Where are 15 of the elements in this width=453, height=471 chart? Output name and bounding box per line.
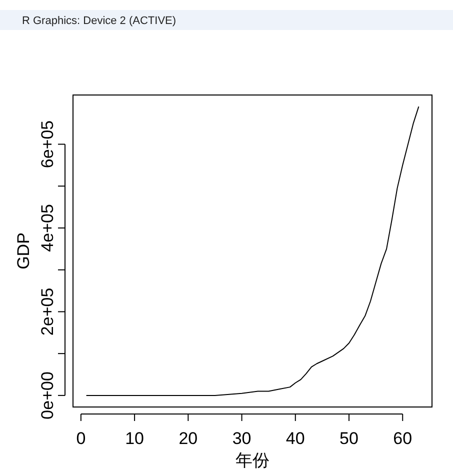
x-tick-label: 10 <box>125 429 144 448</box>
y-tick-label: 2e+05 <box>38 288 57 336</box>
x-axis-title: 年份 <box>236 451 270 470</box>
text: R Graphics: Device 2 (ACTIVE) <box>22 15 176 27</box>
x-tick-label: 20 <box>178 429 198 448</box>
y-tick-label: 4e+05 <box>38 204 57 252</box>
y-axis-title: GDP <box>14 232 33 270</box>
y-tick-label: 6e+05 <box>38 120 57 168</box>
x-tick-label: 30 <box>232 429 252 448</box>
x-tick-label: 40 <box>286 429 305 448</box>
line-series <box>86 106 420 396</box>
x-tick-label: 0 <box>76 429 86 448</box>
x-tick-label: 50 <box>340 429 358 448</box>
x-tick-label: 60 <box>393 429 412 448</box>
y-tick-label: 0e+00 <box>38 372 57 420</box>
